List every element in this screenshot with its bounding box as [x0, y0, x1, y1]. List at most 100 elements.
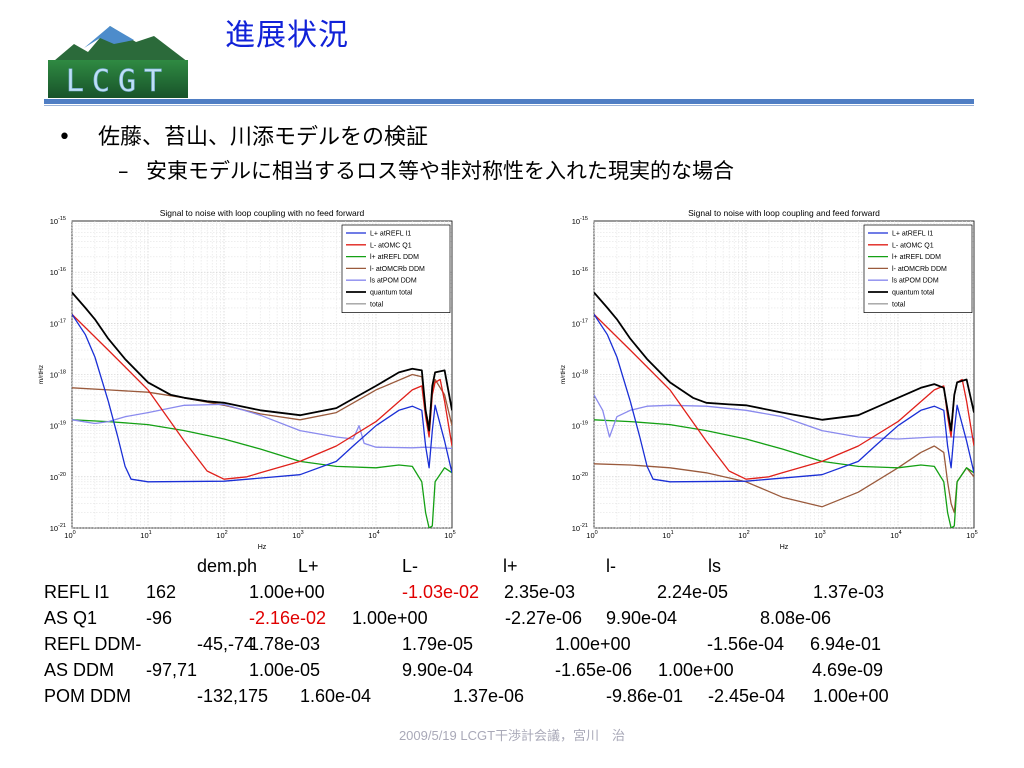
chart0-x-tick-label: 105	[444, 530, 455, 540]
chart0-x-tick-label: 104	[368, 530, 379, 540]
table-cell: 1.00e-05	[249, 660, 321, 680]
table-row-label: AS DDM	[44, 660, 115, 680]
chart0-x-tick-label: 102	[216, 530, 227, 540]
chart-no-feed-forward: Signal to noise with loop coupling with …	[34, 203, 464, 551]
chart0-legend-label: l+ atREFL DDM	[370, 254, 419, 261]
chart1-y-label: m/rtHz	[560, 365, 567, 384]
table-header-cell: l-	[606, 556, 616, 576]
bullet-main-text: 佐藤、苔山、川添モデルをの検証	[98, 125, 429, 150]
table-cell: -45,-74	[197, 634, 255, 654]
chart1-title: Signal to noise with loop coupling and f…	[688, 208, 880, 218]
table-cell: 9.90e-04	[606, 608, 678, 628]
table-cell: 1.00e+00	[249, 582, 325, 602]
chart0-x-tick-label: 101	[140, 530, 151, 540]
table-header-cell: L-	[402, 556, 419, 576]
table-cell: 2.24e-05	[657, 582, 729, 602]
chart1-x-tick-label: 102	[738, 530, 749, 540]
chart1-y-tick-label: 10-20	[572, 472, 588, 482]
chart1-series-line	[594, 291, 974, 432]
chart1-legend-label: l+ atREFL DDM	[892, 254, 941, 261]
chart0-series-line	[72, 313, 452, 480]
chart1-legend-label: l- atOMCRb DDM	[892, 266, 947, 273]
chart0-series-line	[72, 313, 452, 483]
chart0-legend-label: l- atOMCRb DDM	[370, 266, 425, 273]
page-title: 進展状況	[225, 18, 349, 53]
chart0-svg: Signal to noise with loop coupling with …	[38, 208, 456, 551]
en-dash-icon: –	[118, 159, 129, 183]
lcgt-logo: LCGT	[44, 22, 192, 100]
table-cell: 1.00e+00	[555, 634, 631, 654]
table-cell: 8.08e-06	[760, 608, 832, 628]
chart1-legend: L+ atREFL I1 L- atOMC Q1 l+ atREFL DDM l- a…	[863, 224, 973, 313]
chart1-series-line	[594, 394, 974, 440]
chart0-legend-label: L- atOMC Q1	[370, 242, 412, 249]
chart1-series-line	[594, 445, 974, 514]
table-header-cell: l+	[503, 556, 518, 576]
table-cell: 1.00e+00	[813, 686, 889, 706]
chart1-legend-label: quantum total	[892, 290, 935, 297]
table-cell: -9.86e-01	[606, 686, 684, 706]
chart-feed-forward: Signal to noise with loop coupling and f…	[556, 203, 986, 551]
table-row-label: POM DDM	[44, 686, 131, 706]
table-cell: 4.69e-09	[812, 660, 884, 680]
chart1-legend-label: L+ atREFL I1	[892, 231, 933, 238]
chart0-legend-label: quantum total	[370, 290, 413, 297]
chart0-y-label: m/rtHz	[38, 365, 45, 384]
table-cell: 6.94e-01	[810, 634, 882, 654]
table-cell: 1.78e-03	[249, 634, 321, 654]
table-header-cell: dem.ph	[197, 556, 258, 576]
table-row-label: AS Q1	[44, 608, 98, 628]
chart0-legend-label: ls atPOM DDM	[370, 278, 417, 285]
chart0-x-label: Hz	[258, 544, 267, 551]
table-cell: 1.00e+00	[352, 608, 428, 628]
table-cell: -2.27e-06	[505, 608, 583, 628]
chart1-x-tick-label: 104	[890, 530, 901, 540]
chart1-series-line	[594, 313, 974, 483]
chart1-y-tick-label: 10-18	[572, 370, 588, 380]
chart0-legend-label: L+ atREFL I1	[370, 231, 411, 238]
chart0-y-tick-label: 10-21	[50, 523, 66, 533]
chart1-x-label: Hz	[780, 544, 789, 551]
table-cell: 9.90e-04	[402, 660, 474, 680]
mountain-logo-icon: LCGT	[48, 26, 188, 99]
bullet-main: • 佐藤、苔山、川添モデルをの検証	[58, 119, 428, 151]
footer: 2009/5/19 LCGT干渉計会議，宮川 治	[398, 728, 626, 743]
chart0-y-tick-label: 10-19	[50, 421, 66, 431]
chart1-svg: Signal to noise with loop coupling and f…	[560, 208, 978, 551]
table-cell: 1.79e-05	[402, 634, 474, 654]
table-cell: 162	[146, 582, 177, 602]
table-cell: -132,175	[197, 686, 269, 706]
chart0-series-line	[72, 291, 452, 432]
chart0-y-tick-label: 10-20	[50, 472, 66, 482]
table-header-cell: ls	[708, 556, 721, 576]
chart1-y-tick-label: 10-17	[572, 318, 588, 328]
table-cell: -1.65e-06	[555, 660, 633, 680]
chart1-y-tick-label: 10-15	[572, 216, 588, 226]
chart1-legend-label: total	[892, 301, 906, 308]
table-cell: 1.00e+00	[658, 660, 734, 680]
chart1-y-tick-label: 10-16	[572, 267, 588, 277]
table-cell: -1.03e-02	[402, 582, 480, 602]
chart1-x-tick-label: 101	[662, 530, 673, 540]
table-cell: 2.35e-03	[504, 582, 576, 602]
table-cell: 1.60e-04	[300, 686, 372, 706]
table-cell: -2.45e-04	[708, 686, 786, 706]
chart1-series-line	[594, 419, 974, 528]
chart0-legend-label: total	[370, 301, 384, 308]
chart0-series-line	[72, 403, 452, 450]
chart1-y-tick-label: 10-19	[572, 421, 588, 431]
chart0-y-tick-label: 10-18	[50, 370, 66, 380]
table-header-cell: L+	[298, 556, 319, 576]
header-rule	[44, 99, 974, 104]
table-cell: 1.37e-06	[453, 686, 525, 706]
header-rule-thin	[44, 105, 974, 106]
chart1-x-tick-label: 103	[814, 530, 825, 540]
chart1-legend-label: L- atOMC Q1	[892, 242, 934, 249]
chart1-x-tick-label: 100	[586, 530, 597, 540]
bullet-sub-text: 安東モデルに相当するロス等や非対称性を入れた現実的な場合	[146, 159, 734, 183]
chart0-y-tick-label: 10-15	[50, 216, 66, 226]
table-cell: -96	[146, 608, 173, 628]
chart0-series-line	[72, 419, 452, 528]
table-cell: -2.16e-02	[249, 608, 327, 628]
chart0-x-tick-label: 103	[292, 530, 303, 540]
